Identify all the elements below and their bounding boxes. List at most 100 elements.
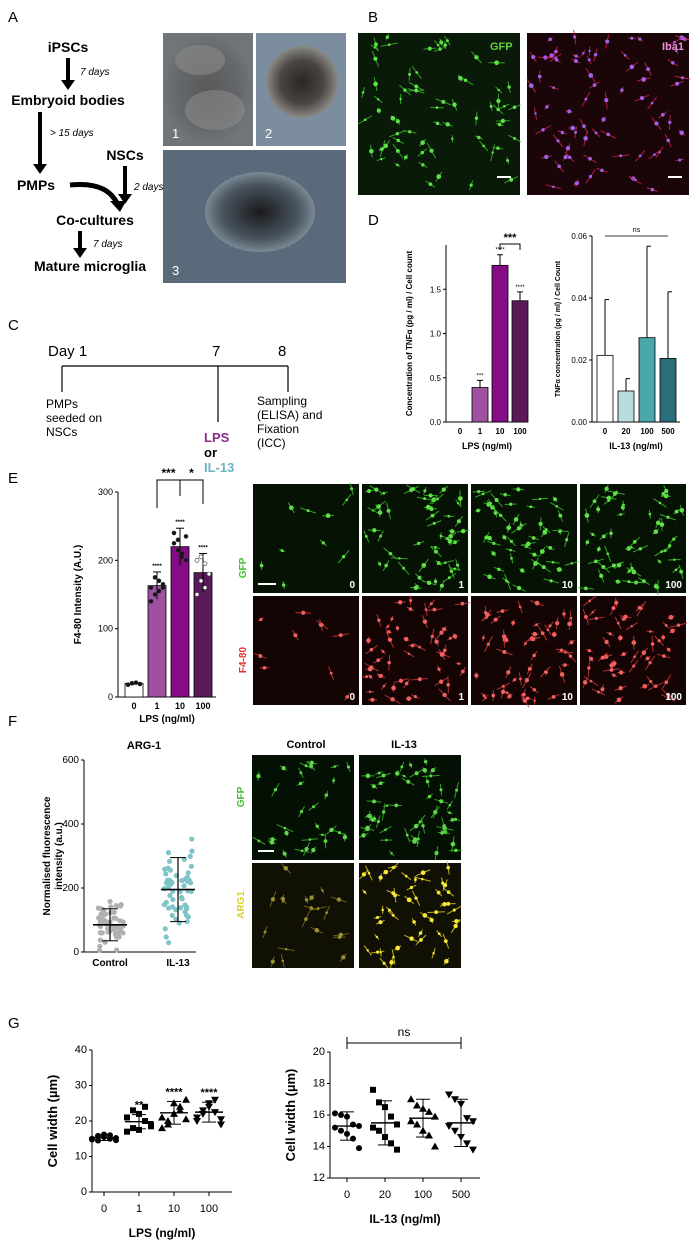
cell-body xyxy=(654,121,659,126)
cell-body xyxy=(568,654,573,658)
data-point xyxy=(445,1123,453,1131)
cell-body xyxy=(491,551,496,556)
data-point xyxy=(463,1115,471,1123)
y-tick-label: 10 xyxy=(75,1151,87,1163)
cell-body xyxy=(531,536,536,540)
cell-body xyxy=(391,913,395,917)
data-point xyxy=(161,902,167,908)
cell-body xyxy=(634,580,639,585)
cell-body xyxy=(460,528,466,534)
cell-body xyxy=(649,679,653,684)
cell-body xyxy=(674,509,679,514)
cell-body xyxy=(584,513,590,518)
data-point xyxy=(120,919,126,925)
x-tick-label: 0 xyxy=(101,1203,107,1215)
cell-body xyxy=(346,765,351,769)
cell-body xyxy=(454,848,458,853)
f480-panel xyxy=(362,596,468,705)
cell-body xyxy=(345,695,350,699)
chart-g-right: 12 14 16 18 20 0 20 100 500 IL-13 (ng/ml) Cell wid… xyxy=(283,1025,480,1226)
data-point xyxy=(95,905,101,911)
cell-body xyxy=(494,497,499,502)
cell-body xyxy=(398,600,403,605)
data-point xyxy=(217,1121,225,1129)
cell-body xyxy=(584,586,588,591)
cell-body xyxy=(574,130,578,134)
cell-body xyxy=(390,697,395,702)
cell-body xyxy=(450,841,456,847)
x-tick-label: 500 xyxy=(661,427,675,436)
cell-body xyxy=(366,949,369,952)
flow-embryoid-bodies: Embryoid bodies xyxy=(11,92,125,108)
cell-body xyxy=(584,97,588,101)
f480-panel xyxy=(253,596,359,705)
cell-body xyxy=(365,773,371,779)
cell-body xyxy=(474,116,479,120)
x-tick-label: 500 xyxy=(452,1189,470,1201)
cell-body xyxy=(582,124,586,129)
cell-body xyxy=(674,568,678,572)
cell-body xyxy=(448,811,451,814)
cell-body xyxy=(481,492,485,496)
cell-body xyxy=(269,839,275,845)
cell-body xyxy=(623,54,627,57)
cell-body xyxy=(474,673,479,678)
cell-body xyxy=(565,146,571,151)
data-point xyxy=(175,547,181,553)
cell-body xyxy=(428,493,433,498)
cell-body xyxy=(446,890,451,895)
x-axis-label: LPS (ng/ml) xyxy=(129,1226,196,1240)
x-tick-label: 10 xyxy=(175,701,185,711)
data-point xyxy=(202,585,208,590)
sig-annotation: **** xyxy=(515,285,525,291)
cell-body xyxy=(487,574,492,580)
cell-body xyxy=(384,828,387,832)
cell-body xyxy=(520,568,525,573)
cell-body xyxy=(378,875,383,880)
cell-body xyxy=(304,917,308,921)
cell-body xyxy=(604,98,609,103)
sig-bracket-label: *** xyxy=(161,466,175,480)
cell-body xyxy=(256,773,261,779)
cell-body xyxy=(413,823,419,829)
cell-body xyxy=(673,40,676,44)
cell-body xyxy=(398,678,404,683)
e-row-label-f480: F4-80 xyxy=(238,647,249,674)
panel-b-letter: B xyxy=(368,9,378,26)
cell-body xyxy=(434,910,439,915)
data-point xyxy=(97,937,103,943)
cell-body xyxy=(417,541,421,546)
cell-body xyxy=(534,112,537,115)
y-tick-label: 16 xyxy=(313,1109,325,1121)
cell-body xyxy=(482,694,486,698)
cell-body xyxy=(304,764,308,768)
cell-body xyxy=(308,838,312,841)
cell-body xyxy=(456,519,461,524)
cell-body xyxy=(657,639,661,643)
f-row-label-arg1: ARG1 xyxy=(236,891,247,919)
cell-body xyxy=(445,122,450,127)
cell-body xyxy=(336,897,342,902)
cell-body xyxy=(507,85,511,89)
cell-body xyxy=(528,83,534,89)
cell-body xyxy=(407,652,411,656)
cell-body xyxy=(439,788,443,792)
cell-body xyxy=(325,513,331,519)
cell-body xyxy=(620,88,624,92)
cell-body xyxy=(381,810,386,814)
arrow-pmps-cocult xyxy=(69,181,121,207)
data-point xyxy=(184,919,190,925)
x-tick-label: 0 xyxy=(458,427,463,436)
cell-body xyxy=(442,627,447,632)
cell-body xyxy=(611,563,616,568)
cell-body xyxy=(527,666,532,671)
cell-body xyxy=(529,505,533,509)
cell-body xyxy=(482,144,486,148)
day-1-label: Day 1 xyxy=(48,343,87,360)
cell-body xyxy=(402,566,406,570)
cell-body xyxy=(379,534,383,538)
photo-label-3: 3 xyxy=(172,263,179,278)
cell-body xyxy=(671,61,675,65)
cell-body xyxy=(541,565,546,570)
cell-body xyxy=(378,781,383,786)
